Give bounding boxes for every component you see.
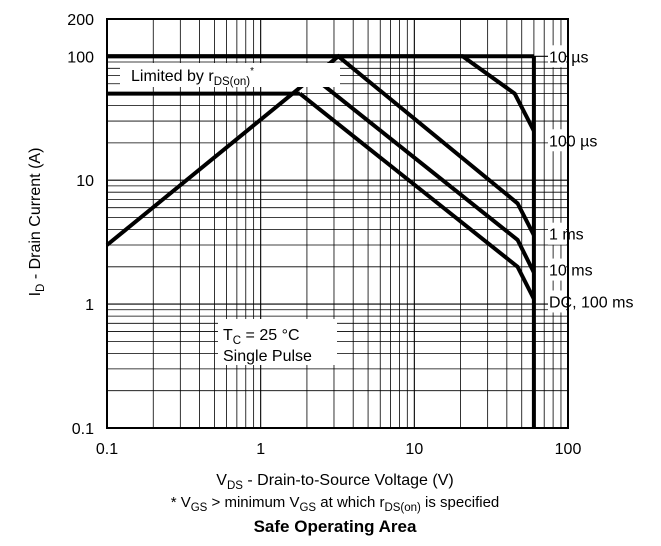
x-axis-label-sub: DS: [227, 480, 243, 492]
y-tick-label: 1: [85, 297, 94, 314]
x-tick-label: 100: [555, 441, 582, 458]
condition-line1: TC = 25 °C: [223, 327, 300, 347]
y-tick-labels: 0.1 1 10 100 200: [67, 12, 94, 438]
limit-label-sub: DS(on): [214, 76, 251, 88]
footnote: * VGS > minimum VGS at which rDS(on) is …: [171, 494, 500, 514]
condition-t-rest: = 25 °C: [241, 327, 299, 344]
x-tick-label: 0.1: [96, 441, 118, 458]
footnote-sub3: DS(on): [384, 502, 421, 514]
curve-label-bg: [548, 222, 566, 245]
x-axis-label-prefix: V: [216, 472, 227, 489]
curve-label: 10 ms: [549, 263, 593, 280]
footnote-end: is specified: [421, 494, 499, 511]
plot-frame: [106, 18, 569, 429]
y-tick-label: 0.1: [72, 421, 94, 438]
footnote-sub1: GS: [191, 502, 208, 514]
limit-label-box: [120, 63, 340, 87]
curve-label-bg: [548, 290, 566, 313]
curve-label-bg: [548, 129, 566, 152]
footnote-mid2: at which r: [316, 494, 384, 511]
condition-box: [218, 319, 337, 365]
x-tick-label: 10: [405, 441, 423, 458]
x-tick-labels: 0.1 1 10 100: [96, 441, 582, 458]
condition-line2: Single Pulse: [223, 348, 312, 365]
y-tick-label: 10: [76, 173, 94, 190]
curve-label: 100 µs: [549, 133, 597, 150]
footnote-mid1: > minimum V: [207, 494, 299, 511]
condition-t-sub: C: [233, 335, 241, 347]
limit-label: Limited by rDS(on)*: [131, 66, 254, 88]
y-axis-label-rest: - Drain Current (A): [27, 148, 44, 284]
curve-label-bg: [548, 45, 566, 68]
series-line: [105, 53, 536, 247]
footnote-sub2: GS: [299, 502, 316, 514]
curve-label: DC, 100 ms: [549, 294, 633, 311]
curve-label: 1 ms: [549, 227, 584, 244]
y-tick-label: 100: [67, 49, 94, 66]
y-axis-label-prefix: I: [27, 292, 44, 296]
limit-label-sup: *: [250, 66, 254, 77]
y-tick-label: 200: [67, 12, 94, 29]
y-axis-label-sub: D: [35, 284, 47, 292]
footnote-star: * V: [171, 494, 191, 511]
y-axis-label: ID - Drain Current (A): [27, 148, 47, 297]
series-line: [298, 92, 536, 300]
x-axis-label: VDS - Drain-to-Source Voltage (V): [216, 472, 453, 492]
curve-label-bg: [548, 258, 566, 281]
chart-title: Safe Operating Area: [254, 517, 417, 536]
series-line: [315, 77, 536, 274]
x-axis-label-rest: - Drain-to-Source Voltage (V): [243, 472, 454, 489]
condition-t: T: [223, 327, 233, 344]
series-lines: [105, 53, 536, 428]
limit-label-text: Limited by r: [131, 68, 214, 85]
x-tick-label: 1: [256, 441, 265, 458]
